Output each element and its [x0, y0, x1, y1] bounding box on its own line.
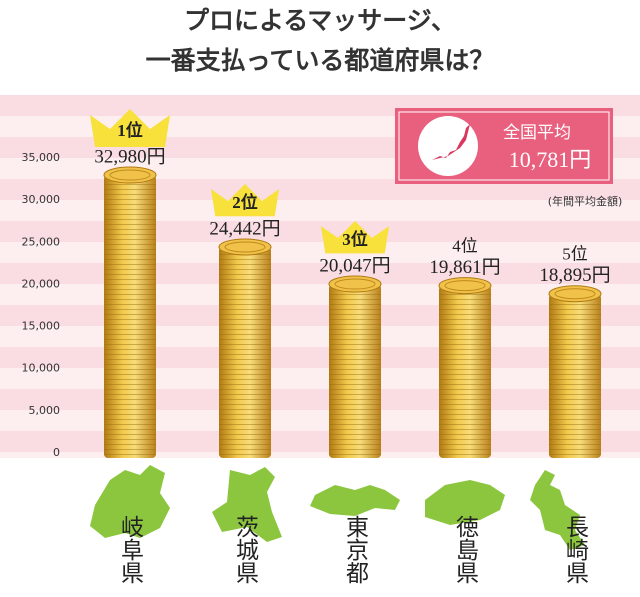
average-value: 10,781円 [509, 147, 592, 172]
coin-ridges [549, 299, 601, 458]
y-tick-label: 10,000 [22, 362, 61, 375]
stripe [0, 347, 640, 368]
coin-ridges [439, 291, 491, 458]
coin-face [224, 241, 266, 253]
rank-label: 2位 [232, 192, 258, 212]
stripe [0, 368, 640, 389]
coin-top [548, 285, 602, 303]
y-tick-label: 35,000 [22, 151, 61, 164]
crown [90, 109, 170, 148]
value-label: 19,861円 [429, 257, 500, 278]
stripe [0, 242, 640, 263]
coin-top [218, 238, 272, 256]
average-note: (年間平均金額) [548, 194, 623, 208]
average-box: 全国平均 10,781円 [395, 108, 613, 184]
coin-face [444, 280, 486, 292]
y-tick-label: 25,000 [22, 235, 61, 248]
coin-ridges [329, 290, 381, 458]
stripe [0, 410, 640, 431]
stripe [0, 221, 640, 242]
stripe [0, 431, 640, 452]
average-label: 全国平均 [503, 123, 571, 143]
stripe [0, 452, 640, 458]
stripe [0, 389, 640, 410]
stripe [0, 284, 640, 305]
category-label: 岐阜県 [118, 515, 145, 584]
y-tick-label: 30,000 [22, 193, 61, 206]
value-label: 20,047円 [319, 255, 390, 276]
y-tick-label: 0 [53, 446, 60, 459]
prefecture-maps [90, 465, 585, 550]
stripe [0, 179, 640, 200]
category-label: 徳島県 [453, 515, 480, 584]
y-tick-label: 20,000 [22, 277, 61, 290]
stripe [0, 326, 640, 347]
value-label: 24,442円 [209, 218, 280, 239]
value-label: 18,895円 [539, 265, 610, 286]
rank-label: 1位 [117, 120, 143, 140]
chart-title: プロによるマッサージ、 [184, 6, 456, 35]
crown [321, 221, 389, 254]
crown [211, 183, 279, 217]
category-label: 東京都 [343, 515, 370, 584]
coin-ridges [219, 252, 271, 458]
coin-face [554, 288, 596, 300]
rank-label: 4位 [452, 237, 478, 256]
category-label: 長崎県 [563, 515, 590, 584]
stripe [0, 200, 640, 221]
chart-title: 一番支払っている都道府県は？ [146, 46, 495, 75]
stripe [0, 305, 640, 326]
category-label: 茨城県 [233, 515, 260, 584]
value-label: 32,980円 [94, 146, 165, 167]
coin-top [328, 275, 382, 293]
coin-ridges [104, 181, 156, 459]
y-tick-label: 5,000 [29, 404, 61, 417]
rank-label: 5位 [562, 245, 588, 264]
coin-top [438, 277, 492, 295]
rank-label: 3位 [342, 229, 368, 249]
y-tick-label: 15,000 [22, 320, 61, 333]
coin-top [103, 166, 157, 184]
coin-face [334, 278, 376, 290]
coin-face [109, 169, 151, 181]
